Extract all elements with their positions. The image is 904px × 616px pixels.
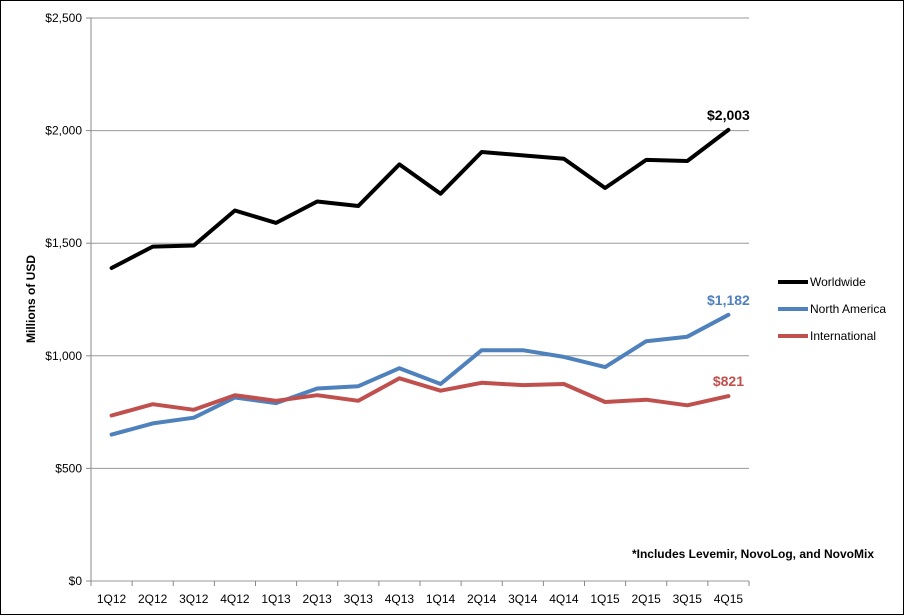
x-axis-ticks: 1Q12 2Q12 3Q12 4Q12 1Q13 2Q13 3Q13 4Q13 1Q14 2Q14… <box>90 581 750 606</box>
x-tick-label: 2Q14 <box>467 592 497 606</box>
x-tick-label: 4Q13 <box>385 592 415 606</box>
end-value-label: $1,182 <box>707 292 750 308</box>
x-tick-label: 3Q13 <box>344 592 374 606</box>
x-tick-label: 4Q14 <box>549 592 579 606</box>
x-tick-label: 3Q12 <box>179 592 209 606</box>
x-tick-label: 1Q14 <box>426 592 456 606</box>
end-value-labels: $2,003 $1,182 $821 <box>707 107 750 389</box>
legend-label: Worldwide <box>810 275 866 289</box>
x-tick-label: 3Q14 <box>508 592 538 606</box>
end-value-label: $2,003 <box>707 107 750 123</box>
grid-lines <box>90 17 749 582</box>
y-tick-label: $1,500 <box>45 236 82 250</box>
legend: Worldwide North America International <box>778 275 886 343</box>
legend-label: North America <box>810 302 886 316</box>
y-axis-ticks: $0 $500 $1,000 $1,500 $2,000 $2,500 <box>45 11 91 588</box>
series-line-international <box>109 376 731 418</box>
x-tick-label: 2Q13 <box>303 592 333 606</box>
footnote: *Includes Levemir, NovoLog, and NovoMix <box>632 547 874 561</box>
series-lines <box>109 127 731 437</box>
legend-label: International <box>810 329 876 343</box>
series-line-worldwide <box>109 127 731 270</box>
y-tick-label: $2,000 <box>45 124 82 138</box>
x-tick-label: 2Q15 <box>632 592 662 606</box>
x-tick-label: 3Q15 <box>673 592 703 606</box>
y-axis-title: Millions of USD <box>24 255 38 343</box>
series-line-north-america <box>109 312 731 437</box>
y-tick-label: $500 <box>55 461 82 475</box>
x-tick-label: 2Q12 <box>138 592 168 606</box>
y-tick-label: $0 <box>69 574 83 588</box>
x-tick-label: 1Q13 <box>261 592 291 606</box>
x-tick-label: 4Q12 <box>220 592 250 606</box>
y-tick-label: $1,000 <box>45 349 82 363</box>
x-tick-label: 1Q15 <box>590 592 620 606</box>
x-tick-label: 1Q12 <box>97 592 127 606</box>
end-value-label: $821 <box>713 373 744 389</box>
x-tick-label: 4Q15 <box>714 592 744 606</box>
y-tick-label: $2,500 <box>45 11 82 25</box>
